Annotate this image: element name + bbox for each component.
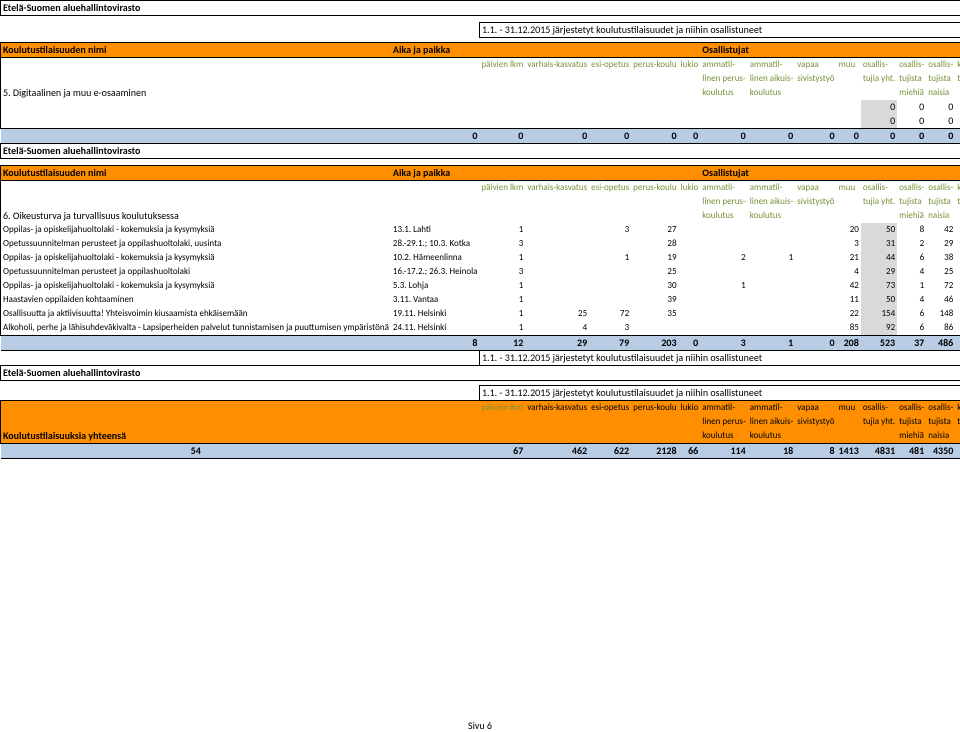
table-row: Oppilas- ja opiskelijahuoltolaki - kokem… (1, 223, 960, 237)
date-title-1: 1.1. - 31.12.2015 järjestetyt koulutusti… (479, 23, 960, 38)
col-participants: Osallistujat (700, 43, 960, 58)
table-row: Oppilas- ja opiskelijahuoltolaki - kokem… (1, 279, 960, 293)
table-row: Osallisuutta ja aktiivisuutta! Yhteisvoi… (1, 307, 960, 321)
col-event-name: Koulutustilaisuuden nimi (1, 43, 391, 58)
total-events-label: Koulutustilaisuuksia yhteensä (1, 401, 391, 444)
table-row: Alkoholi, perhe ja lähisuhdeväkivalta - … (1, 321, 960, 336)
table-row: Opetussuunnitelman perusteet ja oppilash… (1, 237, 960, 251)
org-title-2: Etelä-Suomen aluehallintovirasto (1, 144, 960, 159)
section-b: 6. Oikeusturva ja turvallisuus koulutuks… (1, 181, 391, 224)
date-title-3: 1.1. - 31.12.2015 järjestetyt koulutusti… (479, 386, 960, 401)
report-table: Etelä-Suomen aluehallintovirasto 1.1. - … (0, 0, 960, 459)
date-title-2: 1.1. - 31.12.2015 järjestetyt koulutusti… (479, 351, 960, 366)
section-a: 5. Digitaalinen ja muu e-osaaminen (1, 58, 391, 101)
col-time-place: Aika ja paikka (391, 43, 480, 58)
table-row: Oppilas- ja opiskelijahuoltolaki - kokem… (1, 251, 960, 265)
org-title-3: Etelä-Suomen aluehallintovirasto (1, 366, 960, 381)
table-row: Opetussuunnitelman perusteet ja oppilash… (1, 265, 960, 279)
org-title: Etelä-Suomen aluehallintovirasto (1, 1, 960, 16)
page-footer: Sivu 6 (0, 719, 960, 732)
grand-total: 54 67 462 622 2128 66 114 18 8 1413 4831… (1, 444, 960, 459)
table-row: Haastavien oppilaiden kohtaaminen3.11. V… (1, 293, 960, 307)
totals-b: 8 12 29 79 203 0 3 1 0 208 523 37 486 64… (1, 336, 960, 351)
